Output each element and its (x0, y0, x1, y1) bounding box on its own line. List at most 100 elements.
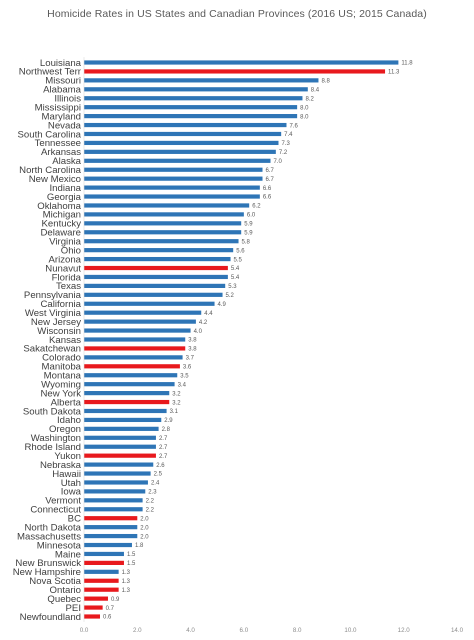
category-label: Illinois (54, 94, 81, 105)
data-label: 2.3 (148, 490, 157, 496)
data-label: 5.5 (234, 257, 243, 263)
data-label: 11.3 (388, 70, 400, 76)
bar-us (84, 283, 226, 288)
bar-canada (84, 265, 228, 271)
data-label: 2.2 (146, 507, 155, 513)
bar-us (84, 373, 178, 378)
category-label: Tennessee (35, 138, 81, 149)
bar-us (84, 328, 191, 333)
data-label: 7.6 (289, 123, 298, 129)
data-label: 7.2 (279, 150, 288, 156)
data-label: 11.8 (401, 61, 413, 67)
x-tick-label: 6.0 (240, 627, 249, 634)
category-label: North Dakota (24, 522, 81, 533)
bar-us (84, 131, 282, 137)
data-label: 1.5 (127, 561, 136, 567)
category-label: BC (68, 514, 81, 525)
bar-us (84, 60, 399, 65)
data-label: 2.9 (164, 418, 173, 424)
bar-us (84, 140, 279, 146)
bar-us (84, 301, 215, 306)
x-tick-label: 10.0 (344, 627, 357, 634)
bar-us (84, 444, 156, 449)
data-label: 1.5 (127, 552, 136, 558)
data-label: 6.7 (266, 177, 275, 183)
category-label: Wyoming (41, 379, 81, 390)
data-label: 7.3 (281, 141, 290, 147)
category-label: Northwest Terr (19, 67, 82, 78)
data-label: 2.7 (159, 436, 168, 442)
bar-us (84, 310, 202, 315)
category-label: Wisconsin (37, 326, 81, 337)
category-label: Nova Scotia (29, 576, 81, 587)
data-label: 0.6 (103, 615, 112, 621)
data-label: 6.0 (247, 213, 256, 219)
bar-us (84, 391, 170, 396)
category-label: PEI (66, 603, 81, 614)
data-label: 2.7 (159, 445, 168, 451)
category-label: Delaware (40, 228, 81, 239)
category-label: Maryland (42, 111, 81, 122)
bar-us (84, 533, 138, 539)
data-label: 2.4 (151, 481, 160, 487)
bar-us (84, 239, 239, 244)
data-label: 5.4 (231, 266, 240, 272)
bar-us (84, 87, 308, 92)
bar-us (84, 355, 183, 360)
bar-us (84, 96, 303, 101)
data-label: 3.2 (172, 400, 181, 406)
category-label: Connecticut (30, 505, 81, 516)
bar-us (84, 319, 196, 324)
bar-us (84, 292, 223, 297)
bar-us (84, 167, 263, 172)
category-label: North Carolina (19, 165, 82, 176)
data-label: 0.7 (106, 606, 115, 612)
category-label: Indiana (50, 183, 82, 194)
data-label: 8.4 (311, 88, 320, 94)
data-label: 3.1 (170, 409, 179, 415)
category-label: Maine (55, 549, 81, 560)
bar-canada (84, 596, 108, 601)
category-label: Kansas (49, 335, 81, 346)
data-label: 2.7 (159, 454, 168, 460)
data-label: 8.8 (321, 79, 330, 85)
data-label: 6.2 (252, 204, 261, 210)
data-label: 4.9 (218, 302, 227, 308)
category-label: Hawaii (52, 469, 81, 480)
bar-us (84, 256, 231, 262)
category-label: West Virginia (25, 308, 82, 319)
category-label: Idaho (57, 415, 81, 426)
data-label: 5.8 (242, 239, 251, 245)
category-label: California (40, 299, 81, 310)
x-tick-label: 14.0 (451, 627, 464, 634)
data-label: 3.7 (186, 356, 195, 362)
category-label: New Mexico (29, 174, 81, 185)
category-label: Mississippi (35, 102, 81, 113)
category-label: Nebraska (40, 460, 82, 471)
category-label: Rhode Island (24, 442, 81, 453)
category-label: New Jersey (31, 317, 81, 328)
bar-us (84, 122, 287, 128)
category-label: Utah (61, 478, 81, 489)
data-label: 1.8 (135, 543, 144, 549)
data-label: 5.4 (231, 275, 240, 281)
bar-us (84, 408, 167, 414)
bar-us (84, 551, 124, 557)
x-axis-ticks-layer: 0.0 2.0 4.0 6.0 8.0 10.0 12.0 14.0 (80, 57, 464, 634)
data-label: 6.6 (263, 186, 272, 192)
category-label: Texas (56, 281, 81, 292)
bar-canada (84, 605, 103, 610)
bar-us (84, 480, 148, 485)
x-tick-label: 8.0 (293, 627, 302, 634)
category-label: New Brunswick (15, 558, 81, 569)
data-label: 2.0 (140, 525, 149, 531)
category-label: Virginia (49, 237, 81, 248)
bar-canada (84, 346, 186, 351)
category-label: Colorado (42, 353, 81, 364)
bar-us (84, 417, 162, 423)
category-label: Alberta (51, 397, 82, 408)
data-label: 5.3 (228, 284, 237, 290)
bar-canada (84, 399, 170, 405)
data-label: 1.3 (122, 588, 131, 594)
